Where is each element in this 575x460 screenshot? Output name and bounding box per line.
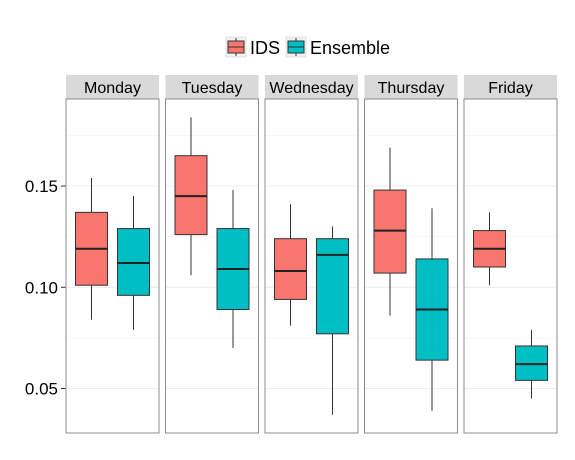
- box-ids-thursday: [373, 147, 407, 316]
- box-ensemble-friday: [515, 329, 548, 399]
- box-ids-monday: [75, 177, 108, 320]
- facet-panel-wednesday: Wednesday: [264, 75, 359, 434]
- legend-label-ids: IDS: [250, 38, 280, 58]
- box-ids-wednesday: [274, 204, 307, 326]
- box-iqr: [174, 155, 208, 236]
- box-iqr: [515, 345, 548, 381]
- box-ensemble-thursday: [415, 208, 449, 411]
- panel-border: [165, 98, 259, 434]
- box-ensemble-wednesday: [316, 226, 349, 415]
- box-iqr: [316, 238, 349, 335]
- facet-label-tuesday: Tuesday: [182, 80, 243, 97]
- panel-border: [463, 98, 558, 434]
- y-tick-label: 0.10: [25, 278, 58, 297]
- facet-strip: [464, 75, 557, 99]
- legend-key-ids: [225, 36, 247, 58]
- box-ids-tuesday: [174, 117, 208, 276]
- facet-strip: [165, 75, 259, 99]
- panel-border: [65, 98, 160, 434]
- facet-label-monday: Monday: [84, 80, 141, 97]
- facet-strip: [364, 75, 458, 99]
- facet-panel-thursday: Thursday: [364, 75, 458, 434]
- y-axis: 0.05 0.10 0.15: [25, 177, 66, 398]
- facet-panel-tuesday: Tuesday: [165, 75, 259, 434]
- box-ids-friday: [473, 212, 506, 286]
- facet-strip: [265, 75, 358, 99]
- facet-label-thursday: Thursday: [378, 80, 445, 97]
- facet-label-wednesday: Wednesday: [269, 80, 353, 97]
- box-ensemble-monday: [117, 196, 150, 330]
- y-tick-label: 0.05: [25, 379, 58, 398]
- panel-border: [264, 98, 359, 434]
- box-ensemble-tuesday: [216, 190, 250, 348]
- box-iqr: [274, 238, 307, 300]
- legend-label-ensemble: Ensemble: [310, 38, 390, 58]
- facet-strip: [66, 75, 159, 99]
- facet-panel-friday: Friday: [463, 75, 558, 434]
- legend: IDS Ensemble: [225, 36, 390, 58]
- facet-label-friday: Friday: [488, 80, 532, 97]
- box-iqr: [373, 189, 407, 274]
- panel-border: [364, 98, 458, 434]
- y-tick-label: 0.15: [25, 177, 58, 196]
- legend-key-ensemble: [285, 36, 307, 58]
- facet-panels: Monday Tuesday Wednesday Thursday Friday: [65, 75, 558, 434]
- box-iqr: [117, 228, 150, 296]
- facet-panel-monday: Monday: [65, 75, 160, 434]
